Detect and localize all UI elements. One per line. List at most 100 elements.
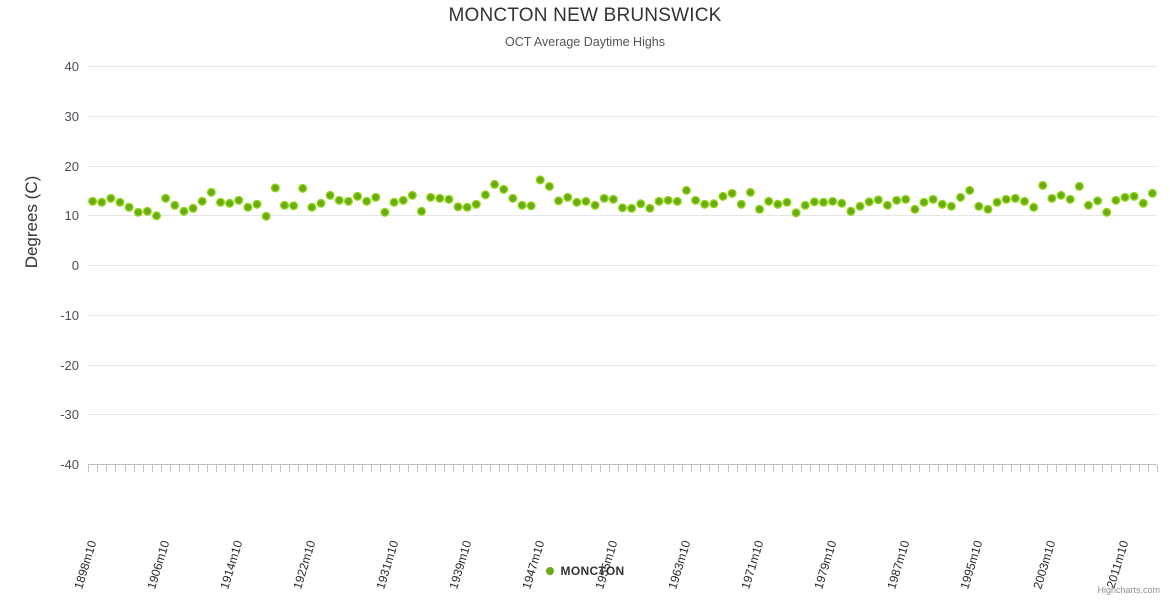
- data-point[interactable]: [471, 199, 481, 209]
- data-point[interactable]: [508, 193, 518, 203]
- data-point[interactable]: [416, 206, 426, 216]
- data-point[interactable]: [819, 197, 829, 207]
- data-point[interactable]: [563, 192, 573, 202]
- data-point[interactable]: [380, 207, 390, 217]
- data-point[interactable]: [1056, 190, 1066, 200]
- data-point[interactable]: [809, 197, 819, 207]
- data-point[interactable]: [1010, 193, 1020, 203]
- data-point[interactable]: [910, 204, 920, 214]
- data-point[interactable]: [243, 202, 253, 212]
- data-point[interactable]: [672, 196, 682, 206]
- data-point[interactable]: [901, 194, 911, 204]
- data-point[interactable]: [343, 196, 353, 206]
- data-point[interactable]: [965, 185, 975, 195]
- data-point[interactable]: [535, 175, 545, 185]
- data-point[interactable]: [837, 198, 847, 208]
- data-point[interactable]: [581, 196, 591, 206]
- data-point[interactable]: [480, 190, 490, 200]
- data-point[interactable]: [124, 202, 134, 212]
- data-point[interactable]: [755, 204, 765, 214]
- data-point[interactable]: [718, 191, 728, 201]
- data-point[interactable]: [407, 190, 417, 200]
- data-point[interactable]: [691, 195, 701, 205]
- data-point[interactable]: [197, 196, 207, 206]
- data-point[interactable]: [1001, 194, 1011, 204]
- data-point[interactable]: [298, 183, 308, 193]
- data-point[interactable]: [188, 203, 198, 213]
- data-point[interactable]: [974, 201, 984, 211]
- data-point[interactable]: [1129, 191, 1139, 201]
- data-point[interactable]: [782, 197, 792, 207]
- data-point[interactable]: [599, 193, 609, 203]
- data-point[interactable]: [1074, 181, 1084, 191]
- data-point[interactable]: [736, 199, 746, 209]
- data-point[interactable]: [937, 199, 947, 209]
- data-point[interactable]: [855, 201, 865, 211]
- data-point[interactable]: [709, 199, 719, 209]
- data-point[interactable]: [864, 197, 874, 207]
- data-point[interactable]: [1102, 207, 1112, 217]
- data-point[interactable]: [426, 192, 436, 202]
- data-point[interactable]: [828, 196, 838, 206]
- data-point[interactable]: [983, 204, 993, 214]
- data-point[interactable]: [133, 207, 143, 217]
- data-point[interactable]: [435, 193, 445, 203]
- data-point[interactable]: [1147, 188, 1157, 198]
- data-point[interactable]: [170, 200, 180, 210]
- data-point[interactable]: [161, 193, 171, 203]
- data-point[interactable]: [992, 197, 1002, 207]
- data-point[interactable]: [727, 188, 737, 198]
- data-point[interactable]: [526, 201, 536, 211]
- data-point[interactable]: [97, 197, 107, 207]
- data-point[interactable]: [152, 211, 162, 221]
- data-point[interactable]: [1111, 195, 1121, 205]
- data-point[interactable]: [289, 201, 299, 211]
- data-point[interactable]: [115, 197, 125, 207]
- data-point[interactable]: [764, 196, 774, 206]
- data-point[interactable]: [225, 198, 235, 208]
- data-point[interactable]: [1065, 194, 1075, 204]
- data-point[interactable]: [654, 196, 664, 206]
- data-point[interactable]: [882, 200, 892, 210]
- data-point[interactable]: [179, 206, 189, 216]
- data-point[interactable]: [499, 184, 509, 194]
- data-point[interactable]: [462, 202, 472, 212]
- data-point[interactable]: [572, 197, 582, 207]
- data-point[interactable]: [270, 183, 280, 193]
- data-point[interactable]: [215, 197, 225, 207]
- data-point[interactable]: [398, 195, 408, 205]
- data-point[interactable]: [261, 211, 271, 221]
- data-point[interactable]: [608, 194, 618, 204]
- data-point[interactable]: [956, 192, 966, 202]
- legend-item-moncton[interactable]: MONCTON: [545, 563, 625, 578]
- data-point[interactable]: [800, 200, 810, 210]
- data-point[interactable]: [1029, 202, 1039, 212]
- data-point[interactable]: [353, 191, 363, 201]
- data-point[interactable]: [517, 200, 527, 210]
- data-point[interactable]: [279, 200, 289, 210]
- data-point[interactable]: [1120, 192, 1130, 202]
- data-point[interactable]: [745, 187, 755, 197]
- data-point[interactable]: [946, 201, 956, 211]
- data-point[interactable]: [142, 206, 152, 216]
- data-point[interactable]: [645, 203, 655, 213]
- data-point[interactable]: [316, 198, 326, 208]
- data-point[interactable]: [106, 193, 116, 203]
- scatter-series-moncton[interactable]: [88, 175, 1157, 221]
- data-point[interactable]: [627, 203, 637, 213]
- data-point[interactable]: [590, 200, 600, 210]
- data-point[interactable]: [1138, 198, 1148, 208]
- data-point[interactable]: [1083, 200, 1093, 210]
- data-point[interactable]: [773, 199, 783, 209]
- data-point[interactable]: [544, 181, 554, 191]
- data-point[interactable]: [681, 185, 691, 195]
- data-point[interactable]: [490, 179, 500, 189]
- data-point[interactable]: [362, 196, 372, 206]
- data-point[interactable]: [453, 202, 463, 212]
- data-point[interactable]: [928, 194, 938, 204]
- data-point[interactable]: [389, 197, 399, 207]
- data-point[interactable]: [325, 190, 335, 200]
- data-point[interactable]: [791, 208, 801, 218]
- data-point[interactable]: [1038, 180, 1048, 190]
- data-point[interactable]: [371, 192, 381, 202]
